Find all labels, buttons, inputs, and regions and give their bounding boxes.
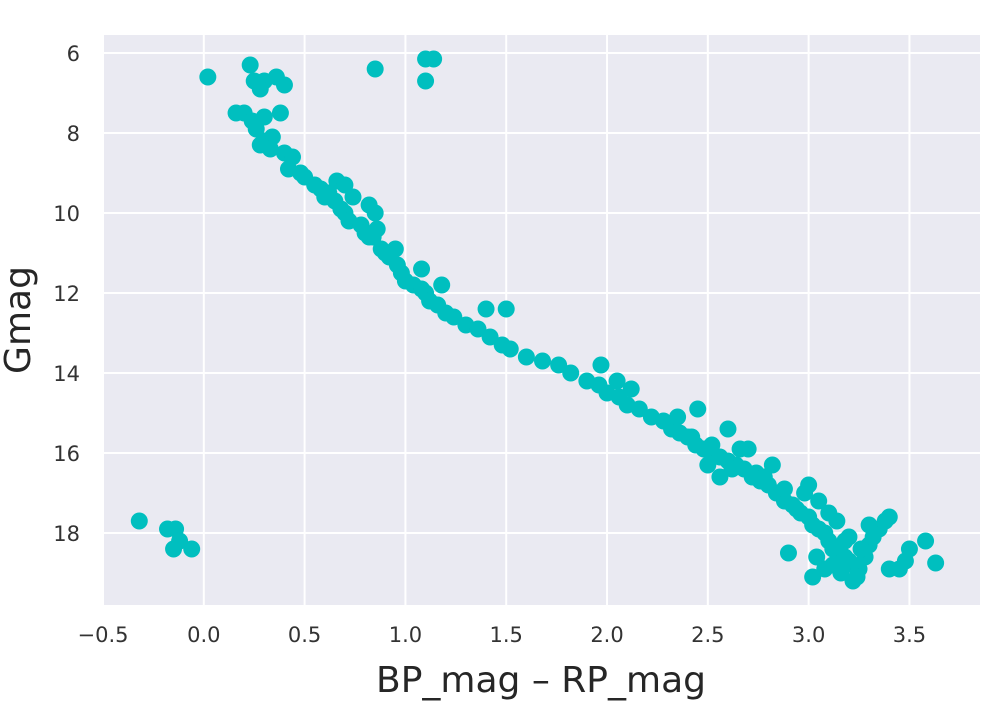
data-point: [703, 436, 721, 454]
x-tick-labels: −0.5 0.0 0.5 1.0 1.5 2.0 2.5 3.0 3.5: [78, 623, 927, 647]
data-point: [836, 532, 854, 550]
data-point: [917, 532, 935, 550]
data-point: [366, 204, 384, 222]
data-point: [755, 468, 773, 486]
data-point: [804, 568, 822, 586]
x-tick-label: 0.5: [288, 623, 321, 647]
y-tick-label: 6: [67, 42, 80, 66]
data-point: [860, 516, 878, 534]
data-point: [689, 400, 707, 418]
data-point: [261, 140, 279, 158]
data-point: [344, 188, 362, 206]
x-tick-label: 1.5: [490, 623, 523, 647]
data-point: [630, 400, 648, 418]
data-point: [425, 50, 443, 68]
data-point: [275, 76, 293, 94]
data-point: [433, 276, 451, 294]
data-point: [534, 352, 552, 370]
data-point: [497, 300, 515, 318]
y-tick-label: 8: [67, 122, 80, 146]
data-point: [247, 120, 265, 138]
data-point: [880, 560, 898, 578]
data-points: [130, 50, 945, 590]
data-point: [828, 512, 846, 530]
data-point: [255, 108, 273, 126]
y-tick-label: 12: [53, 282, 80, 306]
data-point: [130, 512, 148, 530]
data-point: [683, 428, 701, 446]
data-point: [477, 300, 495, 318]
data-point: [481, 328, 499, 346]
data-point: [241, 56, 259, 74]
x-tick-label: 3.0: [792, 623, 825, 647]
y-tick-label: 16: [53, 442, 80, 466]
data-point: [413, 260, 431, 278]
data-point: [927, 554, 945, 572]
y-tick-labels: 6 8 10 12 14 16 18: [53, 42, 80, 546]
data-point: [763, 456, 781, 474]
x-tick-label: 2.0: [590, 623, 623, 647]
data-point: [669, 408, 687, 426]
data-point: [808, 548, 826, 566]
data-point: [183, 540, 201, 558]
y-tick-label: 18: [53, 522, 80, 546]
data-point: [699, 456, 717, 474]
x-tick-label: 0.0: [187, 623, 220, 647]
data-point: [719, 420, 737, 438]
data-point: [271, 104, 289, 122]
x-axis-title: BP_mag – RP_mag: [376, 660, 706, 701]
data-point: [562, 364, 580, 382]
data-point: [469, 320, 487, 338]
data-point: [779, 544, 797, 562]
data-point: [880, 508, 898, 526]
data-point: [336, 176, 354, 194]
x-tick-label: −0.5: [78, 623, 129, 647]
data-point: [360, 228, 378, 246]
y-axis-title: Gmag: [0, 266, 39, 374]
grid: [102, 35, 980, 605]
y-tick-label: 10: [53, 202, 80, 226]
y-tick-label: 14: [53, 362, 80, 386]
data-point: [165, 540, 183, 558]
data-point: [550, 356, 568, 374]
x-tick-label: 3.5: [893, 623, 926, 647]
x-tick-label: 2.5: [691, 623, 724, 647]
data-point: [810, 492, 828, 510]
data-point: [501, 340, 519, 358]
data-point: [445, 308, 463, 326]
data-point: [592, 356, 610, 374]
data-point: [517, 348, 535, 366]
data-point: [775, 480, 793, 498]
x-tick-label: 1.0: [389, 623, 422, 647]
data-point: [731, 440, 749, 458]
data-point: [199, 68, 217, 86]
data-point: [788, 500, 806, 518]
data-point: [723, 460, 741, 478]
data-point: [622, 380, 640, 398]
data-point: [824, 556, 842, 574]
data-point: [711, 468, 729, 486]
data-point: [251, 80, 269, 98]
data-point: [386, 240, 404, 258]
data-point: [896, 552, 914, 570]
data-point: [844, 572, 862, 590]
data-point: [852, 540, 870, 558]
data-point: [366, 60, 384, 78]
data-point: [608, 372, 626, 390]
data-point: [417, 72, 435, 90]
data-point: [800, 476, 818, 494]
